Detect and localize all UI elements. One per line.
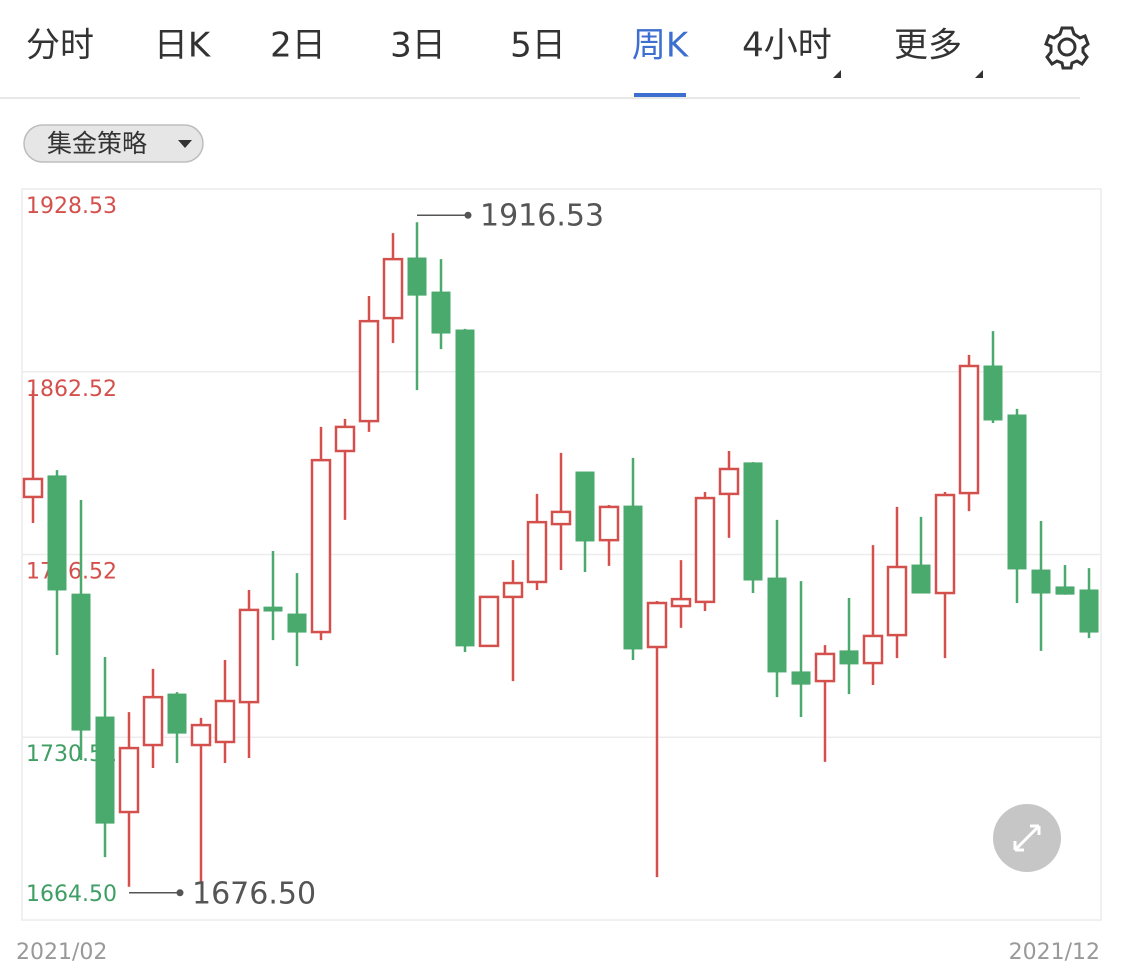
candle-body (95, 716, 115, 824)
candle-body (22, 477, 44, 499)
candle-body (1055, 586, 1075, 595)
candle-body (382, 257, 404, 320)
candle-body (238, 608, 260, 704)
candle-body (1031, 569, 1051, 594)
dropdown-arrow (178, 140, 192, 148)
candle-body (575, 471, 595, 542)
candle-body (478, 595, 500, 648)
settings-icon[interactable] (1044, 26, 1090, 70)
candle-body (310, 458, 332, 634)
candle-body (934, 493, 956, 595)
candle-body (911, 564, 931, 594)
candle-body (670, 597, 692, 608)
strategy-dropdown[interactable] (23, 124, 204, 163)
candle-body (431, 291, 451, 334)
candle-body (1079, 589, 1099, 633)
candle-body (598, 505, 620, 542)
candle-body (791, 671, 811, 685)
candle-body (47, 475, 67, 591)
candle-body (743, 462, 763, 581)
tab[interactable]: 日K (154, 26, 212, 66)
y-tick-label: 1928.53 (26, 194, 117, 219)
strategy-label: 集金策略 (47, 129, 147, 158)
y-tick-label: 1862.52 (26, 377, 117, 402)
dropdown-corner (833, 70, 841, 78)
tab[interactable]: 5日 (510, 26, 566, 66)
dropdown-corner (975, 70, 983, 78)
candle-body (983, 365, 1003, 421)
tab[interactable]: 更多 (894, 26, 962, 66)
candle-body (886, 565, 908, 637)
tab[interactable]: 4小时 (742, 26, 832, 66)
max-label: 1916.53 (480, 199, 604, 234)
candle-body (167, 693, 187, 734)
candle-body (1007, 414, 1027, 570)
x-axis-label: 2021/12 (1009, 940, 1100, 965)
candle-body (118, 746, 140, 814)
candle-body (694, 496, 716, 604)
candle-body (550, 510, 572, 526)
candle-body (455, 329, 475, 647)
expand-icon (1013, 824, 1041, 852)
candle-body (623, 505, 643, 650)
min-label: 1676.50 (192, 876, 316, 911)
candle-body (958, 364, 980, 495)
tab-underline (634, 93, 686, 97)
candle-body (814, 652, 836, 683)
candle-body (287, 613, 307, 633)
candle-body (142, 695, 164, 747)
max-dot (464, 211, 472, 219)
y-tick-label: 1796.52 (26, 559, 117, 584)
candle-body (214, 699, 236, 744)
candle-body (839, 650, 859, 665)
candle-body (190, 723, 212, 747)
candle-body (502, 581, 524, 599)
candle-body (71, 593, 91, 731)
candle-body (646, 601, 668, 649)
candle-body (358, 319, 380, 423)
candle-body (526, 520, 548, 584)
candle-body (263, 606, 283, 612)
y-tick-label: 1664.50 (26, 882, 117, 907)
x-axis-label: 2021/02 (16, 940, 107, 965)
tab[interactable]: 3日 (390, 26, 446, 66)
candle-body (862, 634, 884, 665)
candle-body (334, 425, 356, 453)
tab[interactable]: 周K (632, 26, 690, 66)
tab[interactable]: 2日 (270, 26, 326, 66)
candle-body (407, 257, 427, 296)
tab[interactable]: 分时 (26, 26, 94, 66)
candle-body (767, 577, 787, 673)
min-dot (176, 889, 184, 897)
candle-body (718, 467, 740, 496)
